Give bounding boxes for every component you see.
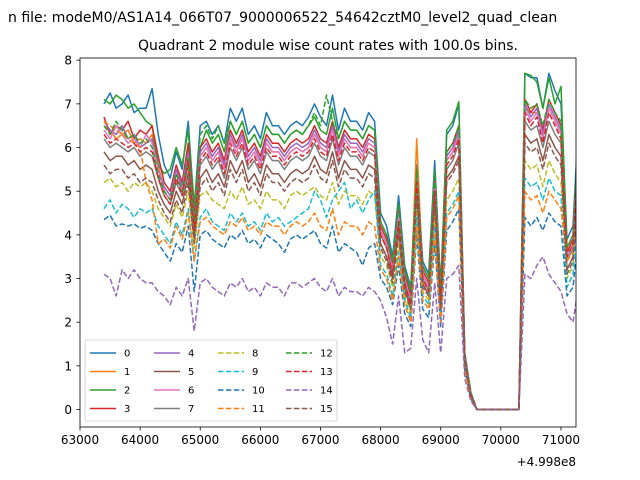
legend-label-10: 10 xyxy=(252,386,265,397)
series-line-2 xyxy=(103,72,576,411)
series-line-13 xyxy=(103,111,576,411)
y-tick-label: 5 xyxy=(64,185,72,199)
series-line-3 xyxy=(103,98,576,411)
y-tick-label: 8 xyxy=(64,54,72,68)
x-tick-label: 63000 xyxy=(61,433,99,447)
y-tick-label: 0 xyxy=(64,403,72,417)
chart-title: Quadrant 2 module wise count rates with … xyxy=(138,38,518,54)
legend-label-6: 6 xyxy=(188,386,194,397)
x-tick-label: 64000 xyxy=(121,433,159,447)
legend-frame xyxy=(84,339,338,422)
x-offset-label: +4.998e8 xyxy=(517,455,576,469)
legend-label-5: 5 xyxy=(188,367,194,378)
legend-label-8: 8 xyxy=(252,349,258,360)
legend-label-11: 11 xyxy=(252,404,265,415)
y-tick-label: 6 xyxy=(64,141,72,155)
y-tick-label: 1 xyxy=(64,359,72,373)
plot-frame xyxy=(79,57,577,428)
y-axis: 0 1 2 3 4 5 6 7 8 xyxy=(64,54,80,417)
legend-label-7: 7 xyxy=(188,404,194,415)
legend-label-1: 1 xyxy=(124,367,130,378)
legend-label-0: 0 xyxy=(124,349,130,360)
y-tick-label: 4 xyxy=(64,228,72,242)
legend-label-15: 15 xyxy=(320,404,333,415)
series-line-11 xyxy=(103,120,576,411)
series-layer xyxy=(103,72,576,411)
x-tick-label: 67000 xyxy=(301,433,339,447)
y-tick-label: 7 xyxy=(64,97,72,111)
series-line-6 xyxy=(103,107,576,411)
legend-label-2: 2 xyxy=(124,386,130,397)
legend-label-13: 13 xyxy=(320,367,333,378)
legend-label-12: 12 xyxy=(320,349,333,360)
x-tick-label: 70000 xyxy=(482,433,520,447)
x-axis: 63000 64000 65000 66000 67000 68000 69000 70000… xyxy=(61,427,580,447)
x-tick-label: 71000 xyxy=(542,433,580,447)
series-line-10 xyxy=(103,207,576,411)
series-line-14 xyxy=(103,255,576,411)
series-line-9 xyxy=(103,177,576,411)
y-tick-label: 3 xyxy=(64,272,72,286)
legend-label-4: 4 xyxy=(188,349,194,360)
x-tick-label: 66000 xyxy=(241,433,279,447)
y-tick-label: 2 xyxy=(64,316,72,330)
figure-suptitle: n file: modeM0/AS1A14_066T07_9000006522_… xyxy=(8,10,557,26)
x-tick-label: 68000 xyxy=(362,433,400,447)
legend-label-14: 14 xyxy=(320,386,333,397)
x-tick-label: 69000 xyxy=(422,433,460,447)
legend-label-3: 3 xyxy=(124,404,130,415)
series-line-15 xyxy=(103,142,576,411)
x-tick-label: 65000 xyxy=(181,433,219,447)
legend-label-9: 9 xyxy=(252,367,258,378)
